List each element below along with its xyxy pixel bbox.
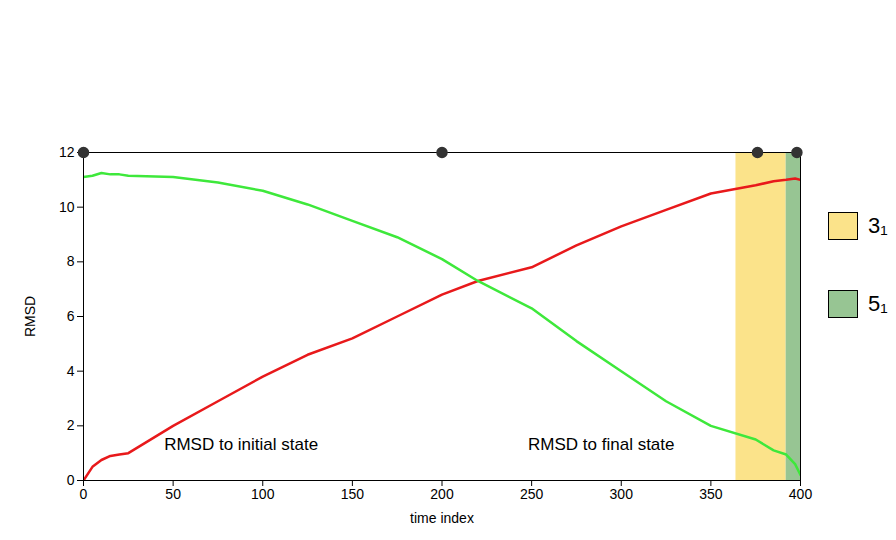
svg-text:8: 8 xyxy=(67,253,75,269)
svg-text:RMSD: RMSD xyxy=(22,296,38,337)
svg-text:50: 50 xyxy=(165,486,181,502)
svg-text:0: 0 xyxy=(80,486,88,502)
svg-text:0: 0 xyxy=(67,472,75,488)
svg-text:300: 300 xyxy=(610,486,634,502)
svg-text:6: 6 xyxy=(67,308,75,324)
svg-text:400: 400 xyxy=(789,486,813,502)
html-text:5₁: 5₁ xyxy=(868,291,888,316)
svg-text:12: 12 xyxy=(59,144,75,160)
svg-text:100: 100 xyxy=(251,486,275,502)
svg-text:RMSD to final state: RMSD to final state xyxy=(528,435,674,454)
svg-text:time index: time index xyxy=(410,510,474,526)
svg-text:150: 150 xyxy=(341,486,365,502)
svg-text:RMSD to initial state: RMSD to initial state xyxy=(164,435,318,454)
svg-text:4: 4 xyxy=(67,363,75,379)
svg-text:250: 250 xyxy=(520,486,544,502)
html-text:3₁: 3₁ xyxy=(868,213,888,238)
svg-text:350: 350 xyxy=(699,486,723,502)
svg-text:200: 200 xyxy=(430,486,454,502)
svg-text:2: 2 xyxy=(67,417,75,433)
svg-text:10: 10 xyxy=(59,199,75,215)
